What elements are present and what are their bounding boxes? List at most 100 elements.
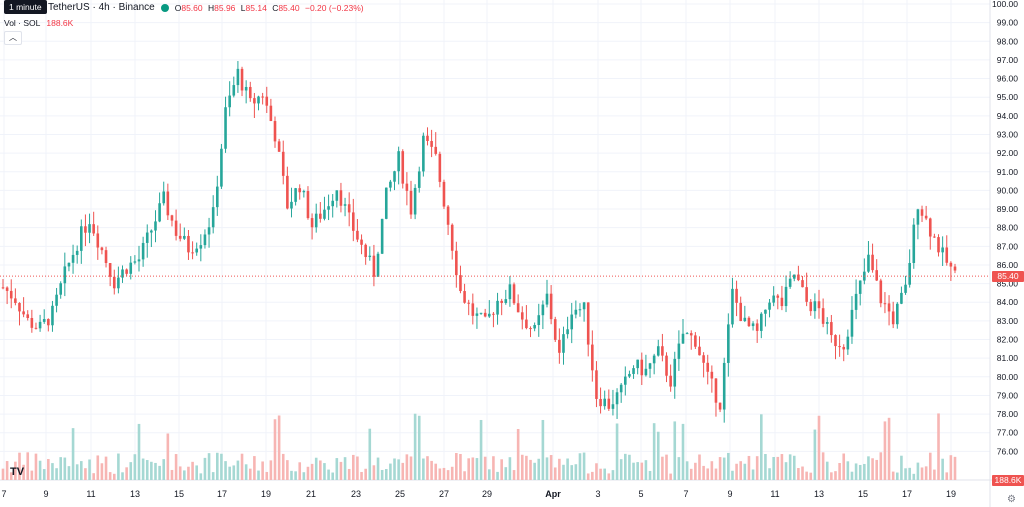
candle-body	[809, 301, 813, 312]
candle-body	[368, 255, 372, 258]
candle-body	[801, 280, 804, 288]
candle-body	[788, 278, 792, 287]
candle-body	[413, 187, 417, 215]
candle-body	[269, 105, 273, 122]
candle-body	[648, 363, 652, 369]
candle-body	[830, 322, 833, 336]
volume-bar	[850, 471, 854, 480]
candle-body	[817, 301, 821, 309]
volume-bar	[714, 468, 718, 480]
volume-bar	[298, 462, 302, 480]
candle-body	[636, 359, 639, 369]
volume-bar	[656, 431, 660, 480]
change-value: −0.20 (−0.23%)	[304, 2, 364, 13]
candle-body	[5, 287, 9, 291]
candle-body	[656, 346, 660, 356]
volume-bar	[883, 421, 887, 480]
volume-bar	[751, 469, 755, 480]
candle-body	[339, 190, 343, 206]
candle-body	[442, 181, 446, 207]
volume-bar	[768, 468, 771, 480]
volume-bar	[838, 463, 841, 480]
gear-icon[interactable]: ⚙	[1007, 494, 1016, 505]
candle-body	[265, 96, 269, 106]
volume-bar	[735, 463, 738, 480]
volume-bar	[174, 454, 178, 480]
candle-body	[195, 248, 198, 253]
volume-bar	[797, 468, 800, 480]
tradingview-logo[interactable]: TV	[10, 466, 25, 478]
symbol-title[interactable]: TetherUS · 4h · Binance	[48, 2, 155, 13]
ohlc-values: O85.60 H85.96 L85.14 C85.40 −0.20 (−0.23…	[174, 2, 364, 13]
volume-bar	[710, 461, 714, 480]
volume-bar	[595, 463, 598, 480]
volume-bar	[858, 464, 862, 480]
volume-bar	[397, 459, 400, 480]
candle-body	[504, 299, 508, 303]
volume-bar	[879, 452, 883, 480]
volume-bar	[450, 466, 454, 480]
price-tick-label: 94.00	[997, 111, 1019, 121]
volume-bar	[286, 460, 289, 480]
volume-bar	[236, 460, 240, 480]
candle-body	[714, 378, 718, 403]
candle-body	[681, 333, 685, 344]
volume-bar	[273, 419, 277, 480]
candle-body	[92, 224, 95, 234]
candle-body	[821, 308, 825, 324]
volume-bar	[854, 463, 858, 480]
volume-bar	[335, 458, 339, 480]
candle-body	[409, 190, 413, 215]
volume-bar	[108, 472, 112, 480]
candle-body	[743, 317, 747, 322]
candle-body	[722, 362, 726, 410]
volume-bar	[937, 413, 940, 480]
candle-body	[364, 244, 367, 258]
volume-bar	[376, 457, 380, 480]
volume-bar	[277, 415, 281, 480]
candle-body	[949, 262, 953, 267]
candle-body	[731, 288, 734, 325]
volume-bar	[75, 464, 79, 480]
volume-bar	[417, 415, 421, 480]
candle-body	[858, 280, 862, 294]
candle-body	[755, 323, 759, 331]
open-value: 85.60	[181, 2, 203, 13]
candle-body	[953, 266, 957, 271]
time-tick-label: 15	[858, 489, 868, 499]
volume-bar	[603, 468, 606, 480]
volume-bar	[343, 457, 347, 480]
volume-bar	[211, 472, 215, 480]
volume-bar	[652, 423, 656, 480]
candle-body	[455, 250, 458, 276]
volume-bar	[615, 423, 619, 480]
price-tick-label: 90.00	[997, 185, 1019, 195]
time-tick-label: 3	[595, 489, 600, 499]
volume-value: 188.6K	[46, 18, 74, 28]
candle-body	[669, 375, 672, 387]
volume-bar	[30, 470, 34, 480]
volume-bar	[817, 415, 821, 480]
volume-bar	[809, 472, 813, 480]
candle-body	[735, 288, 738, 303]
volume-bar	[512, 470, 516, 480]
collapse-legend-button[interactable]: ︿	[4, 31, 22, 45]
volume-bar	[916, 462, 920, 480]
price-tick-label: 77.00	[997, 428, 1019, 438]
candle-body	[459, 275, 462, 292]
candle-body	[352, 212, 355, 231]
price-tick-label: 99.00	[997, 18, 1019, 28]
volume-bar	[776, 456, 780, 480]
volume-bar	[669, 473, 672, 480]
candle-body	[426, 135, 429, 142]
candle-body	[854, 293, 858, 310]
volume-bar	[747, 455, 751, 480]
volume-bar	[863, 463, 866, 480]
candle-body	[207, 227, 211, 235]
volume-bar	[426, 456, 429, 480]
volume-bar	[59, 457, 62, 480]
candle-body	[450, 224, 454, 251]
volume-bar	[413, 413, 417, 480]
candle-body	[665, 355, 668, 376]
